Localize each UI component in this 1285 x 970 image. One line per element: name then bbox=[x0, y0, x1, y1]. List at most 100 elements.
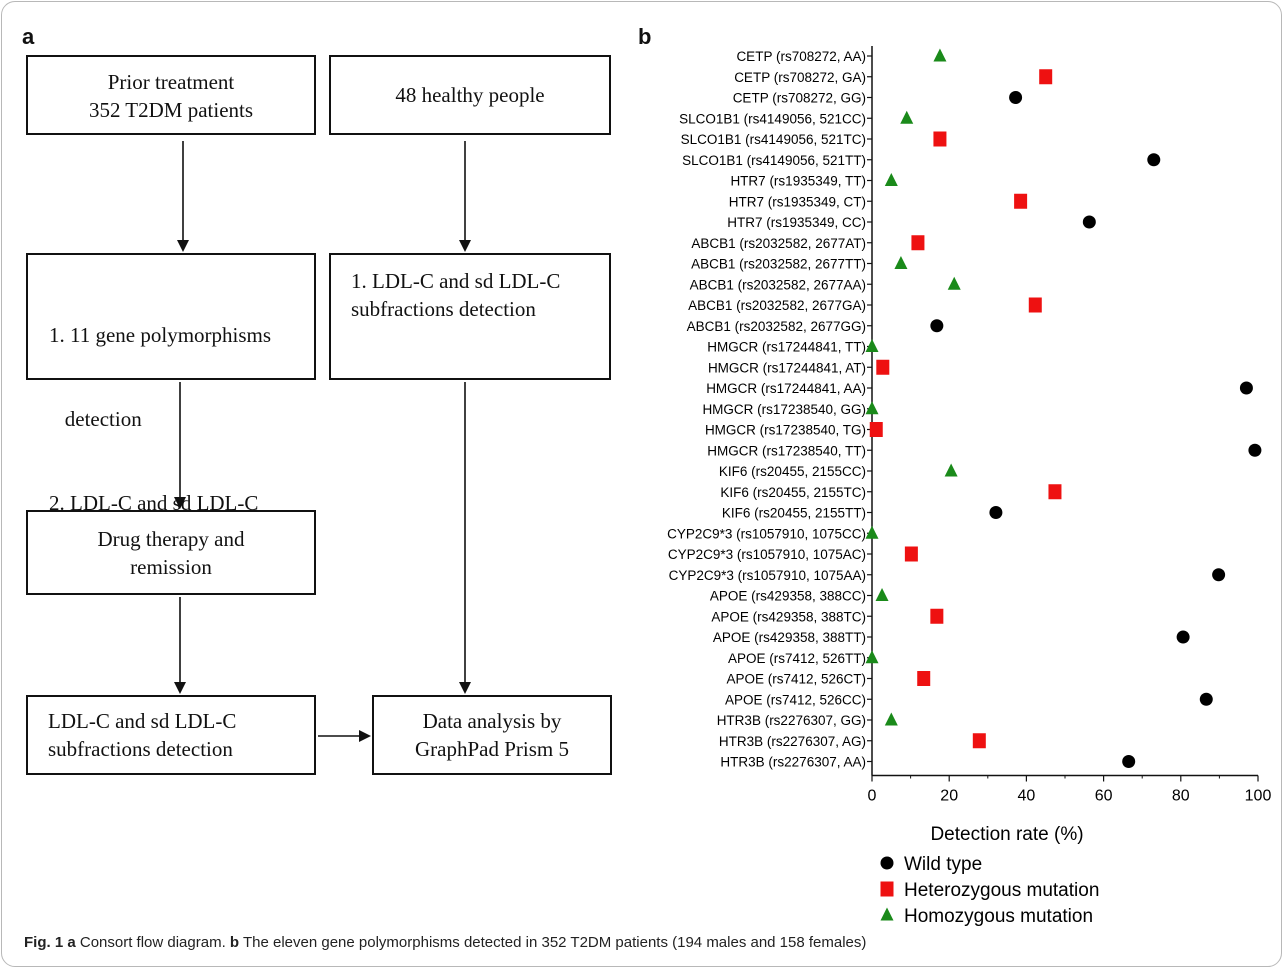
y-tick-label: CETP (rs708272, GG) bbox=[733, 91, 866, 106]
legend-label-hom: Homozygous mutation bbox=[904, 906, 1093, 927]
y-tick-label: KIF6 (rs20455, 2155CC) bbox=[719, 464, 866, 479]
figure-caption: Fig. 1 a Consort flow diagram. b The ele… bbox=[24, 934, 866, 951]
flow-box-line: 1. 11 gene polymorphisms bbox=[49, 323, 272, 347]
y-tick-label: ABCB1 (rs2032582, 2677AA) bbox=[690, 277, 866, 292]
flow-box-post-detection: LDL-C and sd LDL-C subfractions detectio… bbox=[26, 695, 316, 775]
caption-a-letter: a bbox=[67, 934, 76, 951]
data-point-wild bbox=[1147, 153, 1161, 167]
flow-box-line: 1. LDL-C and sd LDL-C bbox=[351, 269, 561, 293]
data-point-wild bbox=[989, 506, 1003, 519]
data-point-wild bbox=[1199, 692, 1213, 706]
y-tick-label: ABCB1 (rs2032582, 2677GG) bbox=[687, 319, 866, 334]
data-point-wild bbox=[1239, 381, 1253, 395]
data-point-hom bbox=[884, 173, 898, 186]
y-tick-label: HMGCR (rs17244841, AA) bbox=[706, 381, 866, 396]
legend-marker-hom bbox=[880, 907, 894, 921]
y-tick-label: SLCO1B1 (rs4149056, 521TT) bbox=[682, 153, 866, 168]
flow-box-healthy-detection: 1. LDL-C and sd LDL-C subfractions detec… bbox=[329, 253, 611, 380]
x-tick-label: 100 bbox=[1245, 788, 1272, 805]
y-tick-label: APOE (rs7412, 526CT) bbox=[726, 672, 866, 687]
data-point-wild bbox=[1009, 91, 1023, 104]
y-tick-label: HMGCR (rs17244841, TT) bbox=[707, 340, 866, 355]
y-tick-label: HTR7 (rs1935349, CC) bbox=[727, 215, 866, 230]
data-point-wild bbox=[930, 319, 944, 333]
data-point-het bbox=[1028, 297, 1042, 313]
x-tick-label: 20 bbox=[940, 788, 958, 805]
data-point-hom bbox=[865, 525, 879, 539]
flow-box-line: LDL-C and sd LDL-C bbox=[48, 709, 237, 733]
legend-label-het: Heterozygous mutation bbox=[904, 880, 1099, 901]
y-tick-label: HTR7 (rs1935349, TT) bbox=[730, 174, 866, 189]
data-point-hom bbox=[865, 339, 879, 352]
data-point-hom bbox=[875, 588, 889, 601]
flow-box-data-analysis: Data analysis by GraphPad Prism 5 bbox=[372, 695, 612, 775]
y-tick-label: HMGCR (rs17244841, AT) bbox=[708, 360, 866, 375]
genotype-scatter-chart: CETP (rs708272, AA) CETP (rs708272, GA) CE… bbox=[667, 46, 1272, 927]
data-point-het bbox=[904, 546, 918, 562]
y-tick-label: SLCO1B1 (rs4149056, 521CC) bbox=[679, 111, 866, 126]
panel-b-letter: b bbox=[638, 24, 652, 49]
y-tick-label: APOE (rs429358, 388TT) bbox=[713, 630, 866, 645]
flow-box-healthy-people: 48 healthy people bbox=[329, 55, 611, 135]
y-tick-label: CETP (rs708272, AA) bbox=[736, 49, 866, 64]
x-axis-label: Detection rate (%) bbox=[930, 824, 1083, 845]
y-tick-label: SLCO1B1 (rs4149056, 521TC) bbox=[681, 132, 866, 147]
flow-box-line: 352 T2DM patients bbox=[88, 98, 254, 122]
y-tick-label: CYP2C9*3 (rs1057910, 1075CC) bbox=[667, 526, 866, 541]
data-point-het bbox=[917, 671, 931, 686]
data-point-het bbox=[1014, 193, 1028, 209]
caption-b-letter: b bbox=[229, 934, 240, 951]
y-tick-label: HTR3B (rs2276307, AA) bbox=[720, 755, 866, 770]
data-point-het bbox=[876, 359, 890, 375]
data-point-hom bbox=[944, 463, 958, 477]
y-tick-label: HMGCR (rs17238540, TT) bbox=[707, 443, 866, 458]
data-point-het bbox=[930, 608, 944, 624]
y-tick-label: KIF6 (rs20455, 2155TC) bbox=[720, 485, 866, 500]
y-tick-label: ABCB1 (rs2032582, 2677GA) bbox=[688, 298, 866, 313]
y-tick-label: HMGCR (rs17238540, GG) bbox=[702, 402, 866, 417]
data-point-het bbox=[1048, 484, 1062, 500]
data-point-wild bbox=[1082, 215, 1096, 229]
caption-b-text: The eleven gene polymorphisms detected i… bbox=[239, 934, 867, 951]
y-tick-label: ABCB1 (rs2032582, 2677TT) bbox=[691, 257, 866, 272]
caption-fig-label: Fig. 1 bbox=[24, 934, 64, 951]
legend-marker-het bbox=[880, 881, 894, 897]
y-tick-label: KIF6 (rs20455, 2155TT) bbox=[722, 506, 866, 521]
x-tick-label: 80 bbox=[1172, 788, 1190, 805]
flow-box-line: Prior treatment bbox=[107, 70, 235, 94]
data-point-hom bbox=[947, 276, 961, 290]
y-tick-label: APOE (rs429358, 388CC) bbox=[710, 589, 866, 604]
data-point-het bbox=[972, 733, 986, 749]
data-point-hom bbox=[884, 712, 898, 726]
y-tick-label: APOE (rs7412, 526TT) bbox=[728, 651, 866, 666]
y-tick-label: ABCB1 (rs2032582, 2677AT) bbox=[691, 236, 866, 251]
data-point-hom bbox=[865, 650, 879, 664]
flow-box-line: GraphPad Prism 5 bbox=[415, 737, 569, 761]
data-point-het bbox=[1039, 69, 1053, 85]
flow-box-line: remission bbox=[130, 555, 212, 579]
flow-arrows bbox=[174, 141, 471, 742]
data-point-het bbox=[911, 235, 925, 251]
flow-box-drug-therapy: Drug therapy and remission bbox=[26, 510, 316, 595]
y-tick-label: CYP2C9*3 (rs1057910, 1075AA) bbox=[669, 568, 866, 583]
legend-marker-wild bbox=[880, 856, 894, 870]
flow-box-line: 48 healthy people bbox=[395, 83, 545, 107]
y-tick-label: HMGCR (rs17238540, TG) bbox=[705, 423, 866, 438]
y-tick-label: HTR3B (rs2276307, GG) bbox=[717, 713, 866, 728]
data-point-het bbox=[869, 422, 883, 437]
x-tick-label: 60 bbox=[1095, 788, 1113, 805]
x-tick-label: 0 bbox=[868, 788, 877, 805]
data-point-wild bbox=[1122, 755, 1136, 768]
data-point-wild bbox=[1248, 443, 1262, 457]
flow-box-line: subfractions detection bbox=[48, 737, 233, 761]
y-tick-label: APOE (rs429358, 388TC) bbox=[711, 609, 866, 624]
y-tick-label: APOE (rs7412, 526CC) bbox=[725, 692, 866, 707]
flow-box-line: detection bbox=[49, 407, 142, 431]
data-point-hom bbox=[894, 256, 908, 269]
y-tick-label: HTR7 (rs1935349, CT) bbox=[729, 194, 866, 209]
flow-box-prior-treatment: Prior treatment 352 T2DM patients bbox=[26, 55, 316, 135]
legend-label-wild: Wild type bbox=[904, 854, 982, 875]
data-point-wild bbox=[1176, 630, 1190, 644]
data-point-wild bbox=[1212, 568, 1226, 582]
y-tick-label: HTR3B (rs2276307, AG) bbox=[719, 734, 866, 749]
